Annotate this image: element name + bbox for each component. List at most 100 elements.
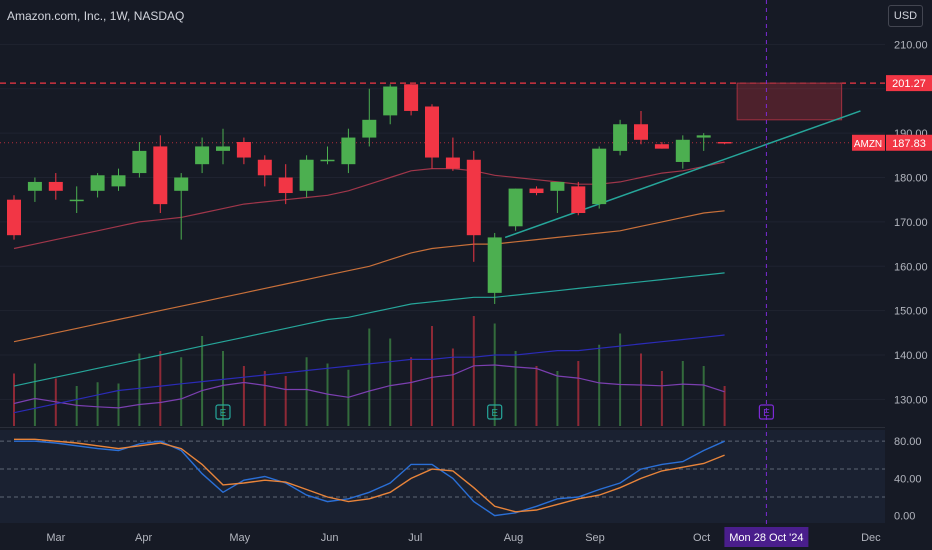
candle-body: [445, 157, 460, 169]
x-tick-label: Jul: [408, 532, 422, 544]
date-tag-label: Mon 28 Oct '24: [729, 532, 803, 544]
candle-body: [69, 199, 84, 202]
candle-body: [592, 148, 607, 205]
candle-body: [717, 142, 732, 144]
volume-bar: [33, 363, 36, 426]
oscillator-tick-label: 80.00: [894, 436, 922, 448]
candle-body: [90, 175, 105, 191]
projection-box: [736, 82, 843, 121]
volume-bar: [242, 366, 245, 426]
x-tick-label: Dec: [861, 532, 881, 544]
price-label-box: [886, 134, 932, 151]
ema-line-4: [13, 334, 725, 414]
candle-body: [362, 119, 377, 138]
candle-body: [236, 142, 251, 158]
volume-bar: [117, 383, 120, 426]
support-trendline: [504, 110, 861, 239]
volume-bar: [472, 316, 475, 426]
price-label-value: 187.83: [892, 138, 926, 150]
volume-bar: [138, 353, 141, 426]
volume-bar: [556, 371, 559, 426]
volume-bar: [431, 326, 433, 426]
candle-body: [487, 237, 502, 293]
earnings-marker: [758, 404, 775, 420]
candle-body: [404, 84, 419, 111]
x-tick-label: Sep: [585, 532, 605, 544]
volume-bar: [514, 351, 517, 426]
ema-line-2: [13, 210, 725, 343]
volume-bar: [263, 371, 266, 426]
candle-body: [278, 177, 293, 194]
x-tick-label: Oct: [693, 532, 710, 544]
y-tick-label: 210.00: [894, 39, 928, 51]
earnings-marker-label: E: [491, 408, 498, 419]
candle-body: [132, 150, 147, 174]
volume-bar: [493, 323, 496, 426]
date-tag-bg: [724, 527, 809, 547]
x-tick-label: Jun: [321, 532, 339, 544]
candle-body: [195, 146, 210, 165]
chart-title: Amazon.com, Inc., 1W, NASDAQ: [7, 9, 185, 23]
earnings-marker: [215, 404, 231, 420]
candle-body: [571, 186, 586, 213]
volume-bar: [640, 353, 642, 426]
candle-body: [529, 188, 544, 194]
earnings-marker-label: E: [220, 408, 227, 419]
candle-body: [257, 159, 272, 176]
ema-line-3: [13, 272, 725, 387]
volume-bar: [159, 351, 162, 426]
volume-bar: [451, 348, 454, 426]
candle-body: [696, 135, 711, 138]
oscillator-pane-bg: [0, 430, 885, 523]
volume-bar: [389, 338, 392, 426]
volume-bar: [368, 328, 371, 426]
price-label-name: AMZN: [854, 139, 882, 150]
y-tick-label: 140.00: [894, 350, 928, 362]
candle-body: [675, 139, 690, 162]
candle-body: [174, 177, 189, 191]
volume-bar: [660, 371, 663, 426]
currency-button[interactable]: USD: [888, 5, 923, 27]
y-tick-label: 170.00: [894, 217, 928, 229]
candle-body: [216, 146, 230, 151]
price-label-box: [886, 75, 932, 92]
candle-body: [634, 124, 648, 140]
candle-body: [111, 175, 126, 187]
candle-body: [27, 181, 42, 191]
candle-body: [153, 146, 168, 205]
price-label-tag: [852, 134, 885, 151]
y-tick-label: 160.00: [894, 261, 928, 273]
oscillator-line-2: [14, 438, 725, 513]
volume-bar: [723, 386, 726, 426]
candle-body: [613, 124, 628, 151]
x-tick-label: Mar: [46, 532, 65, 544]
y-tick-label: 150.00: [894, 306, 928, 318]
candle-body: [48, 181, 63, 191]
x-tick-label: Apr: [135, 532, 152, 544]
candle-body: [550, 181, 565, 191]
volume-bar: [619, 333, 622, 426]
candle-body: [299, 159, 314, 191]
volume-average-line: [13, 364, 725, 409]
candle-body: [425, 106, 439, 158]
oscillator-tick-label: 0.00: [894, 511, 915, 523]
candle-body: [341, 137, 356, 165]
volume-bar: [598, 344, 601, 426]
volume-bar: [96, 382, 99, 426]
volume-bar: [305, 357, 308, 426]
volume-bar: [222, 351, 224, 426]
price-label-value: 201.27: [892, 78, 926, 90]
volume-bar: [13, 373, 15, 426]
x-tick-label: Aug: [504, 532, 524, 544]
volume-bar: [410, 357, 413, 426]
candle-body: [7, 199, 21, 236]
volume-bar: [681, 361, 684, 426]
earnings-marker-label: E: [763, 408, 770, 419]
candle-body: [383, 86, 398, 116]
volume-bar: [180, 357, 183, 426]
volume-bar: [535, 366, 538, 426]
y-tick-label: 130.00: [894, 394, 928, 406]
earnings-marker: [487, 404, 503, 420]
volume-bar: [284, 376, 287, 426]
